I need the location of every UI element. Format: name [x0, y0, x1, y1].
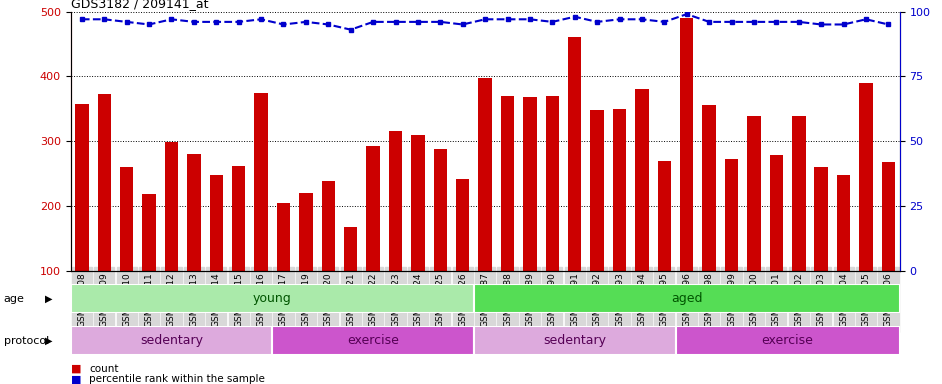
Bar — [680, 18, 693, 336]
Bar — [747, 116, 761, 336]
Bar — [815, 167, 828, 336]
Text: ▶: ▶ — [45, 293, 53, 304]
Bar — [703, 106, 716, 336]
Bar — [568, 37, 581, 336]
Text: sedentary: sedentary — [140, 334, 203, 347]
Text: ▶: ▶ — [45, 336, 53, 346]
Bar — [882, 162, 895, 336]
Bar — [209, 175, 223, 336]
Bar — [366, 146, 380, 336]
Text: aged: aged — [671, 292, 703, 305]
Bar — [300, 193, 313, 336]
Bar — [272, 326, 474, 355]
Bar — [321, 181, 335, 336]
Bar — [474, 326, 675, 355]
Text: exercise: exercise — [348, 334, 399, 347]
Text: count: count — [89, 364, 119, 374]
Bar — [75, 104, 89, 336]
Bar — [254, 93, 268, 336]
Text: protocol: protocol — [4, 336, 49, 346]
Bar — [724, 159, 739, 336]
Bar — [389, 131, 402, 336]
Bar — [635, 89, 649, 336]
Text: ■: ■ — [71, 374, 81, 384]
Text: young: young — [252, 292, 292, 305]
Bar — [545, 96, 559, 336]
Text: percentile rank within the sample: percentile rank within the sample — [89, 374, 266, 384]
Bar — [479, 78, 492, 336]
Bar — [412, 135, 425, 336]
Bar — [792, 116, 805, 336]
Bar — [344, 227, 357, 336]
Bar — [859, 83, 872, 336]
Bar — [501, 96, 514, 336]
Bar — [277, 203, 290, 336]
Bar — [474, 284, 900, 313]
Text: age: age — [4, 293, 24, 304]
Bar — [120, 167, 134, 336]
Bar — [187, 154, 201, 336]
Text: exercise: exercise — [762, 334, 814, 347]
Bar — [433, 149, 447, 336]
Bar — [232, 166, 246, 336]
Bar — [658, 161, 671, 336]
Bar — [591, 110, 604, 336]
Bar — [71, 284, 474, 313]
Bar — [836, 175, 851, 336]
Bar — [675, 326, 900, 355]
Bar — [613, 109, 626, 336]
Bar — [456, 179, 469, 336]
Bar — [523, 97, 537, 336]
Text: GDS3182 / 209141_at: GDS3182 / 209141_at — [71, 0, 208, 10]
Bar — [98, 94, 111, 336]
Bar — [142, 194, 155, 336]
Bar — [165, 142, 178, 336]
Text: ■: ■ — [71, 364, 81, 374]
Bar — [770, 156, 783, 336]
Text: sedentary: sedentary — [544, 334, 607, 347]
Bar — [71, 326, 272, 355]
